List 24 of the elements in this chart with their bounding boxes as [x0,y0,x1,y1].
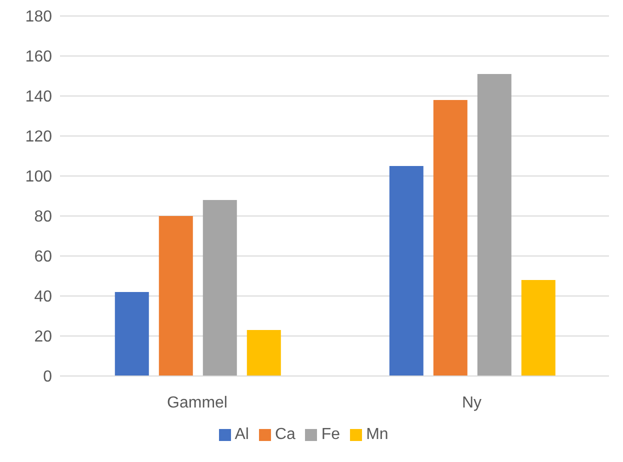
y-tick-label: 20 [34,328,52,346]
bar [246,330,281,376]
y-tick-label: 120 [25,128,52,146]
y-tick-label: 160 [25,48,52,66]
y-tick-label: 80 [34,208,52,226]
bar [158,216,193,376]
bar [389,166,424,376]
legend-label: Al [234,426,249,443]
bar [202,200,237,376]
legend-label: Ca [274,426,296,443]
y-tick-label: 40 [34,288,52,306]
y-tick-label: 0 [43,368,52,386]
legend-label: Mn [366,426,388,443]
bar [477,74,512,376]
legend-label: Fe [321,426,340,443]
bar [433,100,468,376]
bar [114,292,149,376]
x-tick-label: Ny [462,394,482,412]
y-tick-label: 100 [25,168,52,186]
y-tick-label: 140 [25,88,52,106]
bar [521,280,556,376]
y-tick-label: 60 [34,248,52,266]
x-tick-label: Gammel [167,394,228,412]
y-tick-label: 180 [25,8,52,26]
